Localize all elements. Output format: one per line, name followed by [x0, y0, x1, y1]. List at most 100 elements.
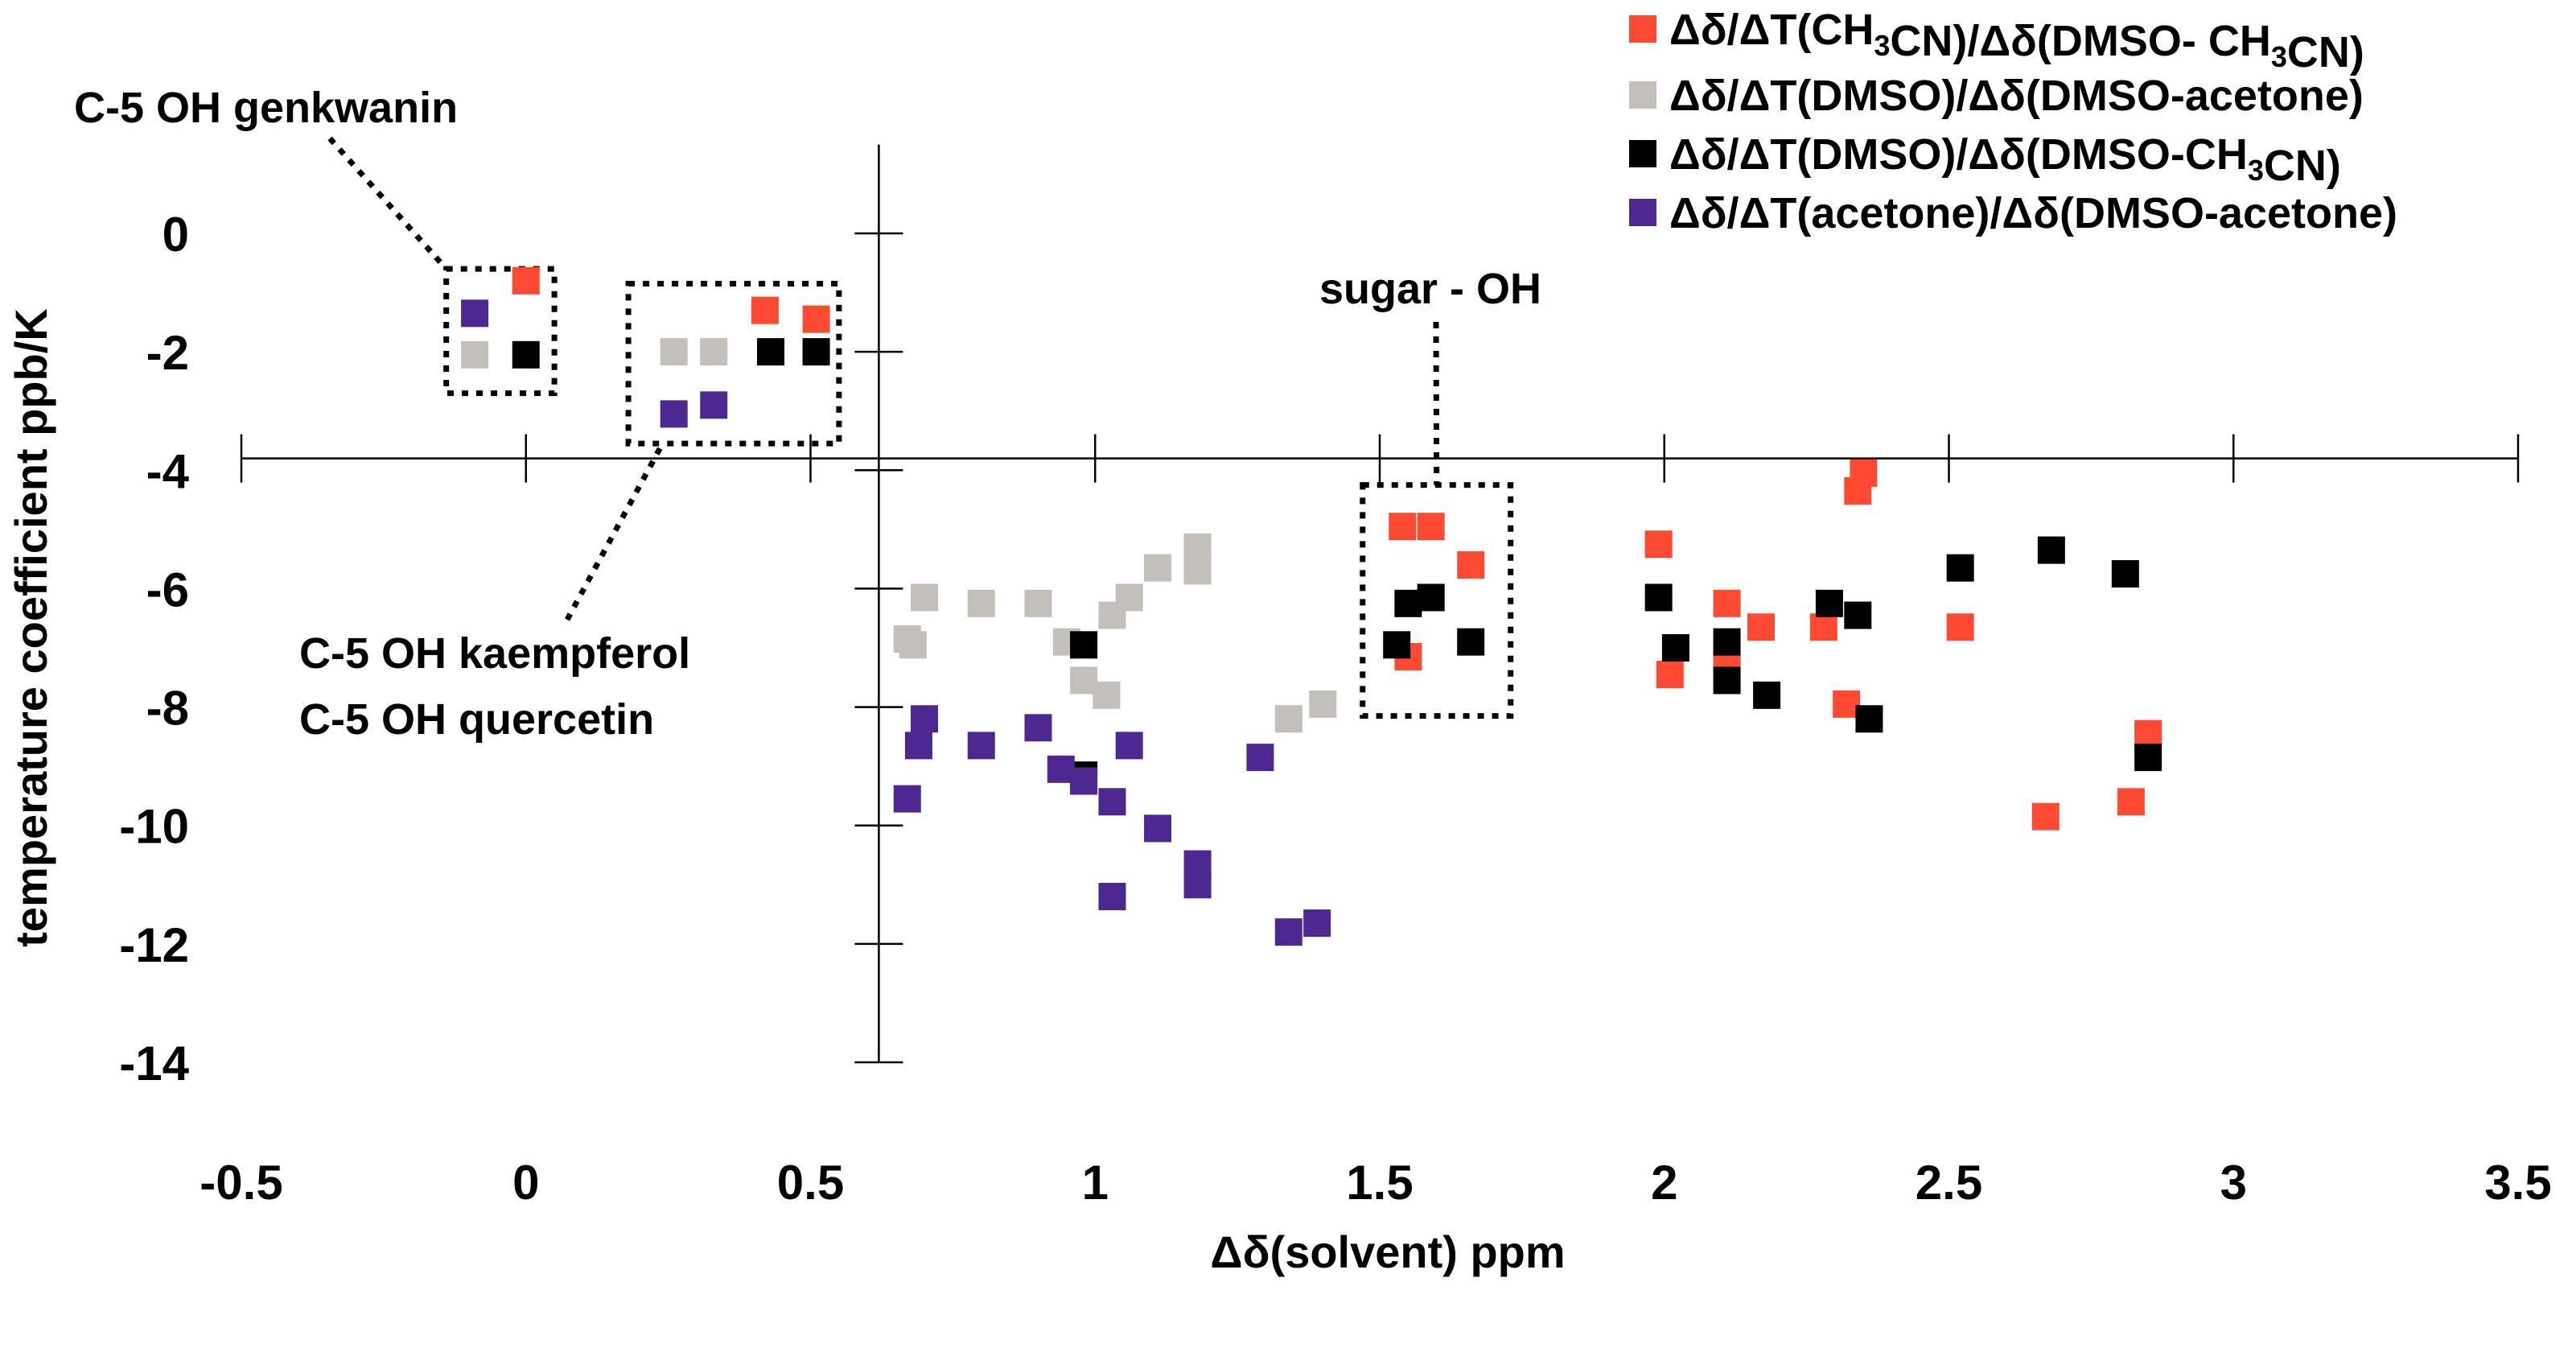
annotation-leader-line	[1433, 321, 1440, 485]
legend-marker	[1629, 81, 1656, 109]
data-point	[1713, 589, 1741, 617]
data-point	[1383, 631, 1411, 659]
axes	[240, 144, 2520, 1064]
data-point	[1115, 583, 1143, 612]
legend-marker	[1629, 15, 1656, 43]
y-tick-label: -12	[119, 918, 189, 972]
data-point	[1661, 634, 1689, 662]
data-point	[660, 400, 688, 428]
data-point	[1656, 661, 1684, 689]
annotation-box	[625, 281, 842, 447]
data-point	[660, 338, 688, 366]
legend: Δδ/ΔT(CH3CN)/Δδ(DMSO- CH3CN)Δδ/ΔT(DMSO)/…	[1629, 6, 2397, 237]
data-point	[1855, 705, 1883, 733]
data-point	[1457, 551, 1485, 579]
data-point	[967, 589, 995, 617]
x-tick-label: 1	[1082, 1156, 1109, 1210]
data-point	[2031, 802, 2060, 831]
data-point	[1024, 714, 1052, 742]
data-point	[1713, 628, 1741, 656]
data-point	[1024, 589, 1052, 617]
data-point	[1713, 666, 1741, 695]
data-point	[751, 296, 779, 324]
data-point	[700, 391, 728, 419]
data-point	[904, 732, 932, 760]
data-point	[1093, 681, 1121, 709]
legend-label: Δδ/ΔT(acetone)/Δδ(DMSO-acetone)	[1669, 189, 2397, 237]
x-tick-label: 2.5	[1916, 1156, 1982, 1210]
annotation-leader-line	[564, 442, 665, 621]
legend-label: Δδ/ΔT(DMSO)/Δδ(DMSO-acetone)	[1669, 72, 2364, 120]
annotation-layer	[327, 136, 1514, 719]
data-point	[1303, 909, 1331, 938]
y-tick-label: -2	[146, 326, 189, 380]
data-point	[1417, 513, 1445, 541]
data-point	[1098, 883, 1126, 910]
data-point	[893, 785, 921, 813]
data-point	[802, 305, 830, 333]
tick-labels: -0.5 0 0.5 1 1.5 2 2.5 3 3.5 0 -2 -4 -6 -8 -10 -12 -14	[119, 208, 2551, 1210]
annotation-genkwanin: C-5 OH genkwanin	[74, 84, 458, 132]
x-tick-label: 2	[1651, 1156, 1677, 1210]
data-point	[1644, 530, 1673, 559]
data-point	[1144, 554, 1172, 582]
data-point	[899, 631, 927, 659]
data-point	[1844, 601, 1872, 629]
data-point	[512, 266, 540, 295]
data-point	[1644, 583, 1673, 612]
data-point	[2134, 744, 2162, 772]
data-point	[1946, 554, 1974, 582]
y-tick-label: -8	[146, 682, 189, 736]
data-point	[1946, 613, 1974, 641]
data-point	[756, 338, 784, 366]
y-tick-label: -6	[146, 563, 189, 616]
data-point	[1747, 613, 1776, 641]
data-point	[1115, 732, 1143, 760]
legend-marker	[1629, 199, 1656, 226]
data-point	[1417, 583, 1445, 612]
data-point	[512, 340, 540, 369]
y-tick-label: -14	[119, 1037, 189, 1090]
y-tick-label: 0	[163, 208, 189, 262]
data-point	[461, 299, 489, 328]
data-point	[700, 338, 728, 366]
x-tick-label: 3	[2220, 1156, 2247, 1210]
data-points	[461, 266, 2162, 946]
data-point	[911, 583, 938, 612]
data-point	[1246, 744, 1274, 772]
data-point	[1274, 918, 1302, 946]
data-point	[1183, 871, 1212, 899]
annotation-leader-line	[327, 136, 449, 271]
y-axis-title: temperature coefficient ppb/K	[6, 308, 56, 946]
annotation-kaempferol: C-5 OH kaempferol	[299, 629, 690, 678]
data-point	[911, 705, 938, 733]
data-point	[461, 340, 489, 369]
annotation-quercetin: C-5 OH quercetin	[299, 695, 654, 744]
data-point	[1815, 589, 1843, 617]
x-tick-label: 3.5	[2484, 1156, 2551, 1210]
data-point	[967, 732, 995, 760]
data-point	[1070, 767, 1098, 795]
data-point	[1274, 705, 1302, 733]
data-point	[2037, 536, 2065, 564]
data-point	[1144, 814, 1172, 843]
y-tick-label: -10	[119, 800, 189, 854]
data-point	[1098, 788, 1126, 816]
data-point	[1753, 681, 1781, 709]
data-point	[1457, 628, 1485, 656]
data-point	[2111, 560, 2139, 588]
legend-marker	[1629, 140, 1656, 167]
data-point	[1850, 459, 1878, 487]
data-point	[802, 338, 830, 366]
data-point	[1389, 513, 1417, 541]
data-point	[1309, 690, 1337, 718]
x-tick-label: 1.5	[1346, 1156, 1413, 1210]
legend-label: Δδ/ΔT(CH3CN)/Δδ(DMSO- CH3CN)	[1669, 6, 2364, 76]
x-axis-title: Δδ(solvent) ppm	[1210, 1226, 1565, 1277]
data-point	[1809, 613, 1837, 641]
data-point	[2117, 788, 2145, 816]
x-tick-label: 0.5	[777, 1156, 844, 1210]
legend-label: Δδ/ΔT(DMSO)/Δδ(DMSO-CH3CN)	[1669, 130, 2341, 190]
data-point	[1070, 631, 1098, 659]
